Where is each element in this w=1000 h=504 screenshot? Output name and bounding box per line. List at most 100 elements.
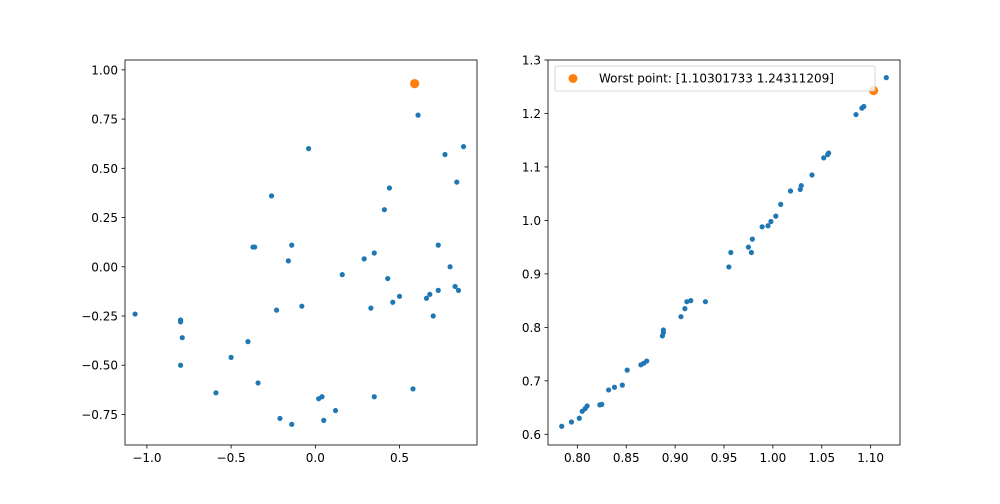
axes-frame-left xyxy=(124,59,478,446)
data-point-left xyxy=(321,417,327,423)
data-point-left xyxy=(381,207,387,213)
data-point-left xyxy=(213,390,219,396)
scatter-panel-right: 0.80 0.85 0.90 0.95 1.00 1.05 1.10 0.60.70.80.… xyxy=(522,54,901,465)
scatter-panel-left: −1.0 −0.5 0.0 0.5 −0.75 −0.50 −0.25 0.00 0.25 0.… xyxy=(81,59,478,465)
data-point-left xyxy=(452,283,458,290)
data-point-left xyxy=(319,394,325,400)
data-point-right xyxy=(568,419,575,425)
y-tick-label-right: 1.0 xyxy=(522,214,541,228)
y-tick-label-left: 0.25 xyxy=(91,211,118,225)
legend: Worst point: [1.10301733 1.24311209] xyxy=(554,65,876,92)
data-point-left xyxy=(368,305,374,311)
points-left xyxy=(132,79,467,427)
data-point-right xyxy=(684,299,690,305)
y-tick-label-right: 0.8 xyxy=(522,321,541,335)
y-tick-label-right: 1.2 xyxy=(522,107,541,121)
x-tick-label-left: −0.5 xyxy=(217,451,246,465)
data-point-left xyxy=(289,421,295,427)
data-point-left xyxy=(332,407,339,414)
data-point-left xyxy=(177,362,184,368)
data-point-left xyxy=(255,380,261,386)
data-point-right xyxy=(778,201,784,207)
data-point-right xyxy=(765,223,771,229)
data-point-right xyxy=(821,155,827,161)
data-point-left xyxy=(132,311,138,317)
x-tick-label-right: 1.05 xyxy=(808,451,835,465)
x-tick-label-right: 1.00 xyxy=(760,451,787,465)
data-point-left xyxy=(371,394,377,400)
data-point-right xyxy=(768,218,774,225)
data-point-right xyxy=(576,415,582,421)
data-point-right xyxy=(688,298,694,304)
legend-marker-worst xyxy=(568,74,578,83)
data-point-right xyxy=(749,236,755,242)
data-point-right xyxy=(861,103,867,110)
x-tick-label-left: 0.0 xyxy=(306,451,325,465)
data-point-left xyxy=(277,415,283,422)
data-point-right xyxy=(745,244,752,250)
data-point-left xyxy=(339,272,345,278)
data-point-left xyxy=(285,258,291,264)
data-point-left xyxy=(396,293,403,299)
y-tick-label-right: 0.9 xyxy=(522,267,541,281)
data-point-right xyxy=(826,150,832,156)
y-tick-label-left: 0.00 xyxy=(91,260,118,274)
data-point-left xyxy=(305,146,312,152)
data-point-left xyxy=(289,242,295,248)
y-ticks-right: 0.6 0.7 0.8 0.9 1.0 1.1 1.2 1.3 xyxy=(522,54,548,442)
x-tick-label-left: 0.5 xyxy=(390,451,409,465)
y-tick-label-left: 0.50 xyxy=(91,162,118,176)
data-point-right xyxy=(702,299,709,305)
worst-point-left xyxy=(410,79,420,89)
x-ticks-right: 0.80 0.85 0.90 0.95 1.00 1.05 1.10 xyxy=(564,445,884,465)
x-tick-label-right: 0.85 xyxy=(613,451,640,465)
data-point-left xyxy=(386,185,393,191)
data-point-right xyxy=(599,401,605,407)
data-point-right xyxy=(611,384,618,390)
legend-label-worst: Worst point: [1.10301733 1.24311209] xyxy=(599,72,834,86)
data-point-right xyxy=(883,75,889,81)
data-point-right xyxy=(773,213,779,219)
data-point-left xyxy=(415,112,421,118)
data-point-left xyxy=(299,303,305,309)
y-tick-label-left: −0.25 xyxy=(81,310,118,324)
y-tick-label-right: 1.3 xyxy=(522,54,541,68)
y-tick-label-left: 1.00 xyxy=(91,63,118,77)
data-point-left xyxy=(410,386,416,392)
data-point-left xyxy=(273,307,280,313)
data-point-right xyxy=(809,172,815,178)
data-point-right xyxy=(644,358,650,364)
data-point-left xyxy=(390,299,396,305)
data-point-left xyxy=(245,339,251,345)
data-point-left xyxy=(455,287,462,294)
y-tick-label-right: 1.1 xyxy=(522,160,541,174)
x-tick-label-right: 0.80 xyxy=(564,451,591,465)
data-point-right xyxy=(853,111,859,118)
data-point-left xyxy=(435,287,441,294)
data-point-right xyxy=(660,327,666,333)
data-point-left xyxy=(179,335,185,341)
data-point-right xyxy=(619,382,625,388)
data-point-right xyxy=(726,264,732,270)
data-point-right xyxy=(559,423,565,429)
data-point-left xyxy=(371,250,377,256)
legend-box xyxy=(554,65,876,92)
data-point-left xyxy=(442,151,448,158)
data-point-right xyxy=(798,183,804,189)
x-ticks-left: −1.0 −0.5 0.0 0.5 xyxy=(132,445,409,465)
x-tick-label-left: −1.0 xyxy=(132,451,161,465)
y-tick-label-right: 0.6 xyxy=(522,428,541,442)
points-right xyxy=(559,75,889,429)
data-point-left xyxy=(427,291,433,297)
data-point-right xyxy=(606,387,612,393)
data-point-left xyxy=(460,144,467,150)
data-point-right xyxy=(759,224,765,230)
data-point-left xyxy=(435,242,441,248)
data-point-right xyxy=(728,249,734,256)
data-point-right xyxy=(748,249,754,256)
data-point-right xyxy=(678,314,684,320)
data-point-left xyxy=(454,179,460,185)
data-point-right xyxy=(584,403,590,409)
